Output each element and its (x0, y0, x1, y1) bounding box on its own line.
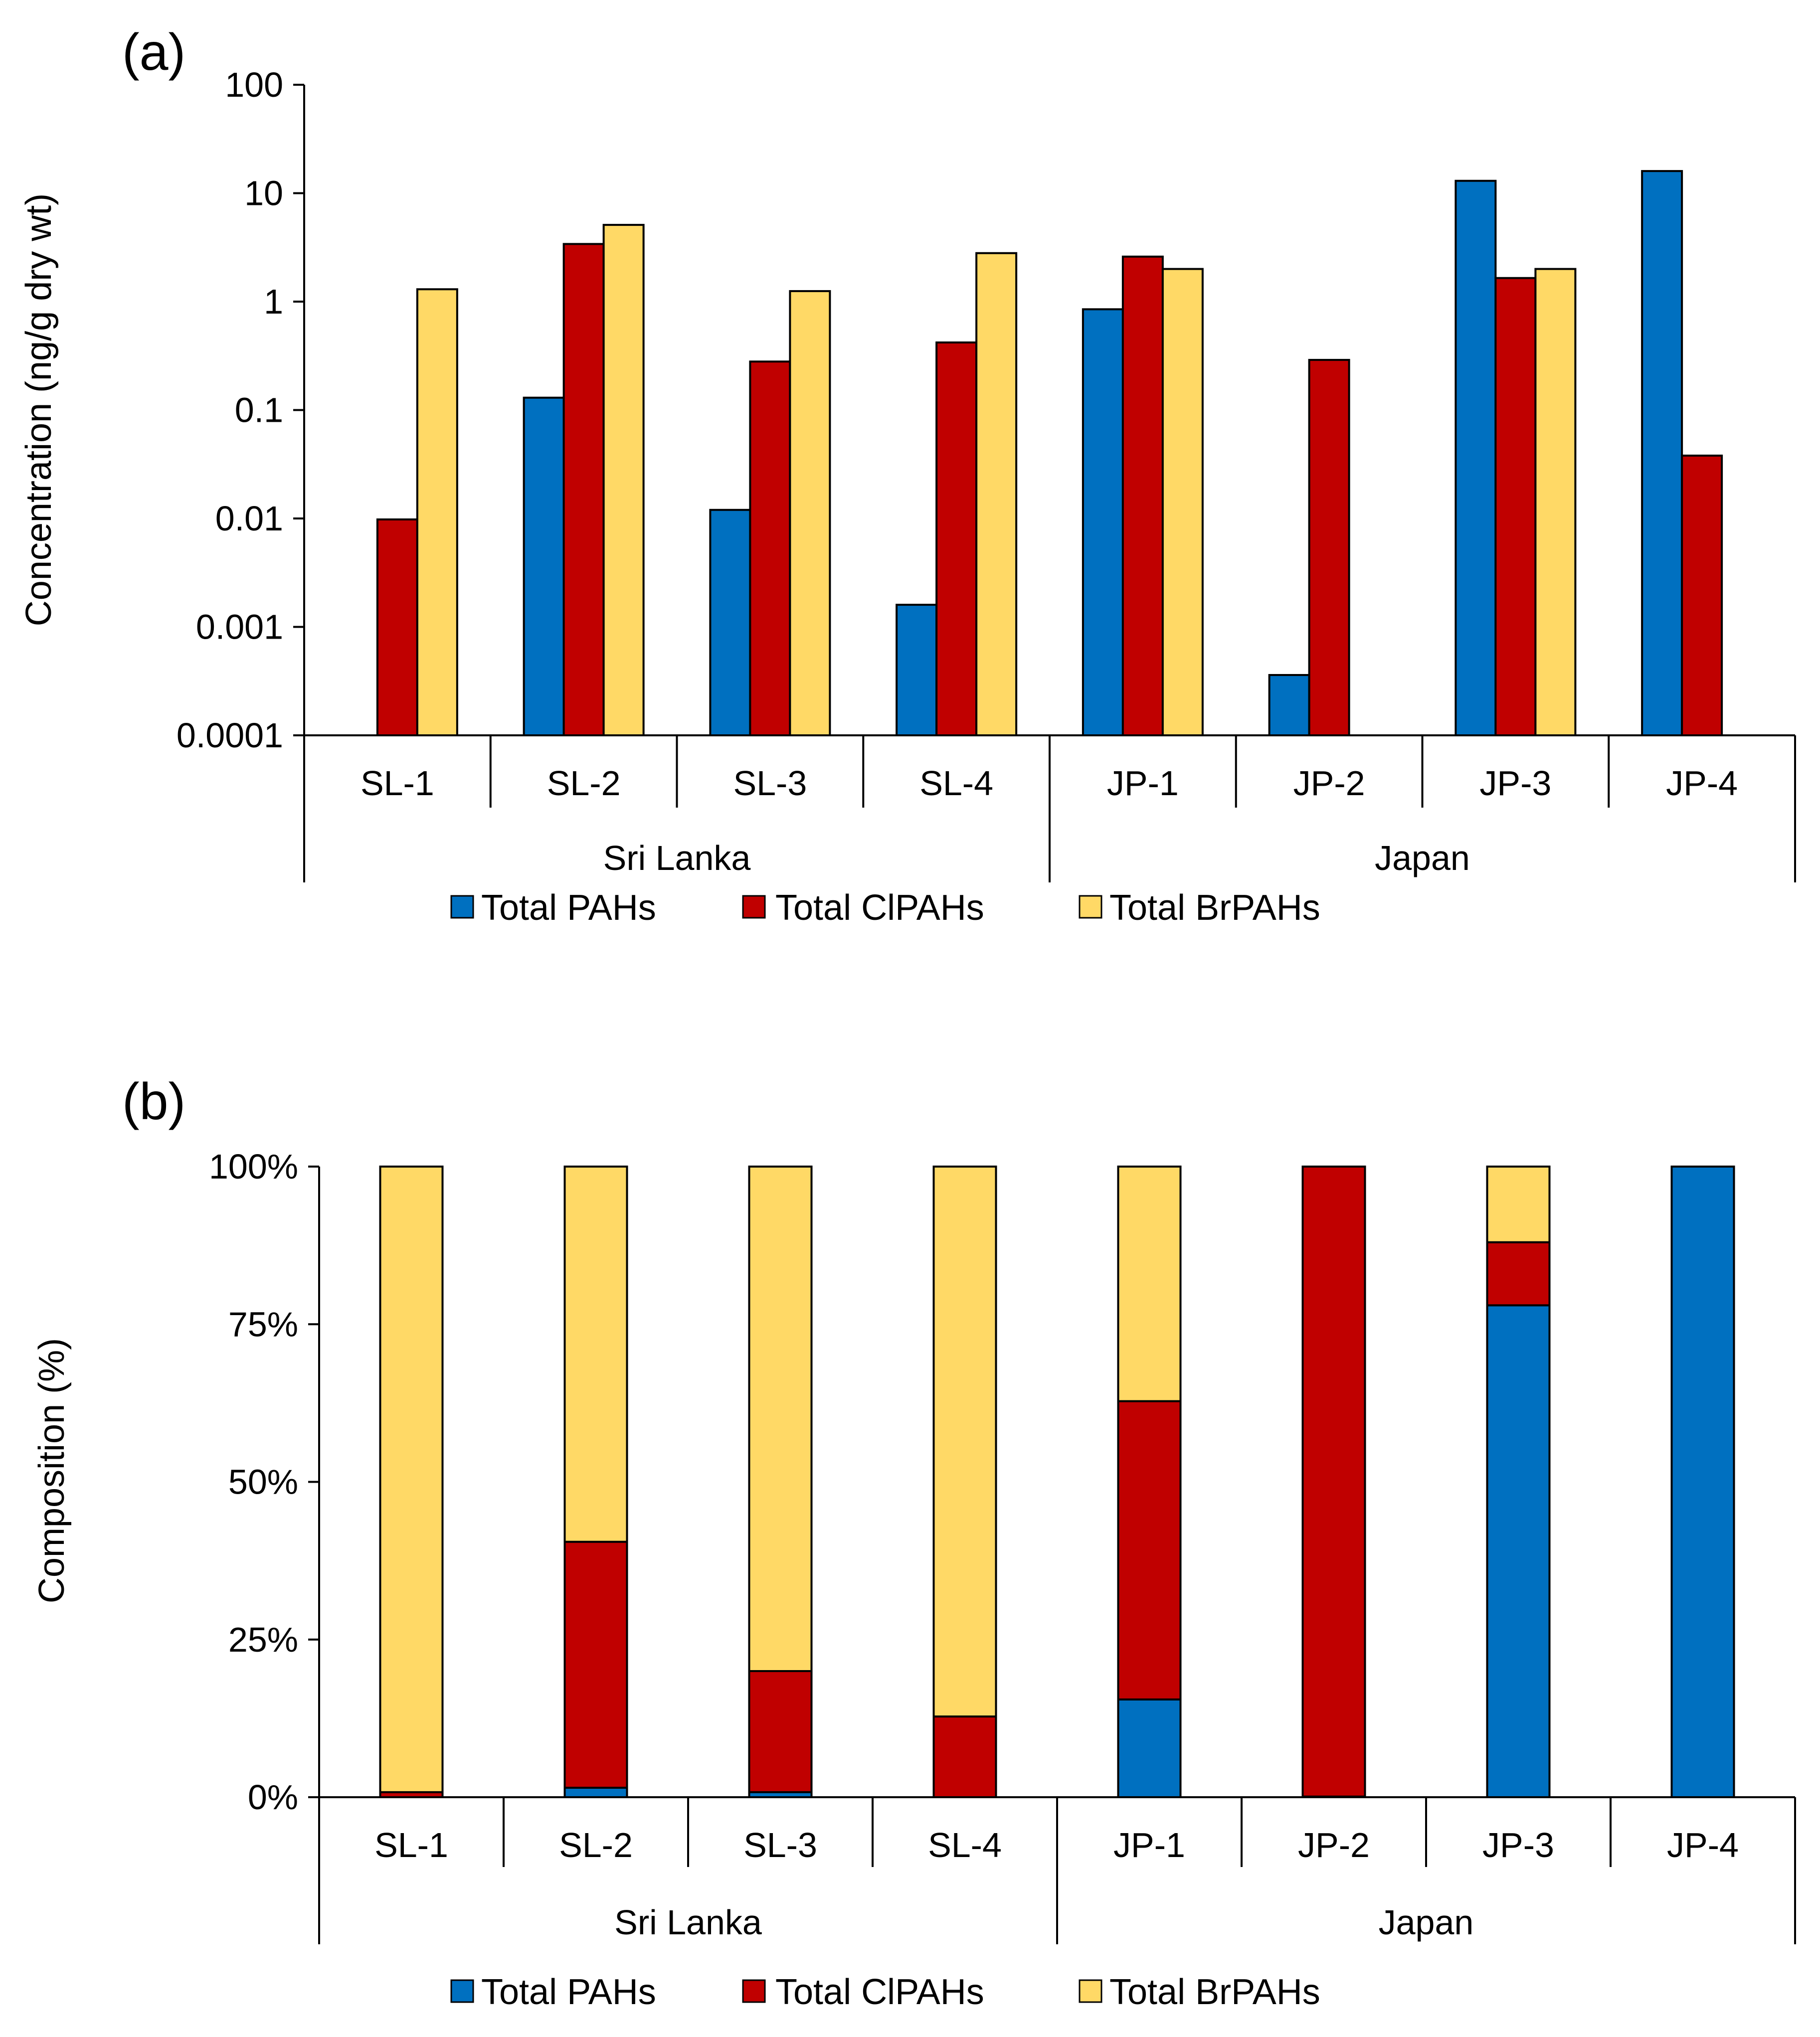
bar-a-jp-3-total-pahs (1455, 179, 1497, 737)
legend-label-total-clpahs: Total ClPAHs (775, 1972, 984, 2012)
legend-a: Total PAHs Total ClPAHs Total BrPAHs (450, 888, 1320, 928)
legend-label-total-pahs: Total PAHs (481, 888, 656, 928)
y-tick-label-b-50: 50% (228, 1463, 298, 1502)
x-tick-label-b-jp-4: JP-4 (1667, 1826, 1739, 1865)
x-tick-label-a-sl-4: SL-4 (919, 764, 993, 803)
bar-a-sl-4-total-clpahs (935, 341, 978, 736)
bar-a-sl-3-total-brpahs (789, 290, 831, 736)
bar-b-jp-1-total-pahs (1117, 1698, 1182, 1799)
x-group-label-a-sri-lanka: Sri Lanka (603, 839, 751, 877)
bar-a-jp-4-total-clpahs (1681, 454, 1723, 736)
bar-b-jp-2-total-clpahs (1301, 1166, 1366, 1798)
x-tick-label-a-jp-3: JP-3 (1479, 764, 1551, 803)
legend-swatch-total-clpahs (742, 895, 766, 919)
bar-a-sl-4-total-pahs (896, 604, 938, 736)
y-tick-label-a-0-001: 0.001 (196, 608, 283, 647)
x-tick-label-b-jp-1: JP-1 (1113, 1826, 1185, 1865)
bar-a-jp-1-total-clpahs (1121, 255, 1164, 736)
bar-a-jp-1-total-brpahs (1161, 268, 1204, 736)
y-tick-label-b-0: 0% (248, 1778, 298, 1817)
x-tick-label-a-sl-1: SL-1 (361, 764, 434, 803)
x-tick-label-b-jp-3: JP-3 (1482, 1826, 1554, 1865)
x-group-label-b-sri-lanka: Sri Lanka (614, 1903, 762, 1942)
x-tick-label-b-jp-2: JP-2 (1298, 1826, 1370, 1865)
legend-label-total-clpahs: Total ClPAHs (775, 888, 984, 928)
y-tick-label-b-75: 75% (228, 1305, 298, 1344)
bar-a-jp-3-total-brpahs (1534, 268, 1577, 736)
bar-b-jp-4-total-pahs (1670, 1166, 1735, 1798)
bar-b-jp-1-total-brpahs (1117, 1166, 1182, 1402)
bar-b-sl-1-total-brpahs (379, 1166, 444, 1793)
y-tick-label-b-25: 25% (228, 1620, 298, 1659)
x-group-label-a-japan: Japan (1375, 839, 1470, 877)
bar-b-sl-4-total-brpahs (932, 1166, 997, 1718)
bar-a-sl-1-total-brpahs (416, 288, 458, 736)
bar-b-sl-2-total-clpahs (563, 1540, 628, 1789)
legend-swatch-total-pahs (450, 1979, 474, 2003)
bar-b-sl-3-total-clpahs (748, 1670, 813, 1793)
y-tick-label-a-0-1: 0.1 (235, 391, 283, 430)
bar-a-sl-3-total-pahs (709, 509, 751, 736)
y-axis-title-a: Concentration (ng/g dry wt) (19, 193, 59, 626)
chart-panel-a: (a) Concentration (ng/g dry wt) 0.0001 0.00… (19, 23, 1796, 882)
legend-swatch-total-clpahs (742, 1979, 766, 2003)
x-tick-label-b-sl-2: SL-2 (559, 1826, 633, 1865)
panel-label-b: (b) (122, 1073, 185, 1131)
y-tick-label-a-0-01: 0.01 (215, 499, 283, 538)
bar-a-jp-2-total-clpahs (1308, 358, 1350, 736)
x-tick-label-a-sl-2: SL-2 (547, 764, 621, 803)
bar-a-jp-4-total-pahs (1641, 170, 1683, 737)
legend-label-total-pahs: Total PAHs (481, 1972, 656, 2012)
bar-b-jp-1-total-clpahs (1117, 1400, 1182, 1700)
legend-b: Total PAHs Total ClPAHs Total BrPAHs (450, 1972, 1320, 2012)
x-tick-label-a-jp-4: JP-4 (1666, 764, 1738, 803)
x-tick-label-a-jp-2: JP-2 (1293, 764, 1365, 803)
bar-a-sl-2-total-brpahs (602, 224, 645, 736)
legend-swatch-total-brpahs (1079, 895, 1102, 919)
y-tick-label-a-100: 100 (225, 65, 283, 104)
panel-label-a: (a) (122, 23, 185, 81)
y-tick-label-b-100: 100% (209, 1147, 298, 1186)
bar-b-sl-3-total-brpahs (748, 1166, 813, 1672)
y-tick-label-a-10: 10 (244, 174, 283, 213)
x-tick-label-a-sl-3: SL-3 (733, 764, 807, 803)
bar-a-sl-2-total-clpahs (562, 243, 605, 736)
legend-label-total-brpahs: Total BrPAHs (1109, 1972, 1320, 2012)
chart-panel-b: (b) Composition (%) 0% 25% 50% 75% 100% SL-1 SL-… (32, 1073, 1796, 1944)
x-tick-label-a-jp-1: JP-1 (1107, 764, 1179, 803)
x-tick-label-b-sl-4: SL-4 (928, 1826, 1002, 1865)
legend-label-total-brpahs: Total BrPAHs (1109, 888, 1320, 928)
bar-a-jp-2-total-pahs (1268, 674, 1310, 736)
bar-b-jp-3-total-pahs (1486, 1304, 1551, 1799)
bar-b-sl-2-total-pahs (563, 1787, 628, 1798)
bar-a-jp-1-total-pahs (1082, 308, 1124, 736)
bar-b-sl-4-total-clpahs (932, 1715, 997, 1799)
bar-a-jp-3-total-clpahs (1494, 277, 1537, 736)
y-axis-title-b: Composition (%) (32, 1338, 72, 1603)
legend-swatch-total-brpahs (1079, 1979, 1102, 2003)
bar-b-jp-3-total-brpahs (1486, 1166, 1551, 1243)
legend-swatch-total-pahs (450, 895, 474, 919)
bar-a-sl-2-total-pahs (523, 396, 565, 736)
y-tick-label-a-1: 1 (264, 282, 283, 321)
bar-b-sl-2-total-brpahs (563, 1166, 628, 1543)
bar-a-sl-3-total-clpahs (749, 360, 791, 736)
x-group-label-b-japan: Japan (1379, 1903, 1474, 1942)
y-tick-label-a-0-0001: 0.0001 (177, 716, 283, 755)
x-tick-label-b-sl-1: SL-1 (374, 1826, 448, 1865)
bar-a-sl-4-total-brpahs (975, 252, 1018, 737)
x-tick-label-b-sl-3: SL-3 (743, 1826, 817, 1865)
bar-b-jp-3-total-clpahs (1486, 1241, 1551, 1307)
bar-a-sl-1-total-clpahs (376, 518, 418, 736)
